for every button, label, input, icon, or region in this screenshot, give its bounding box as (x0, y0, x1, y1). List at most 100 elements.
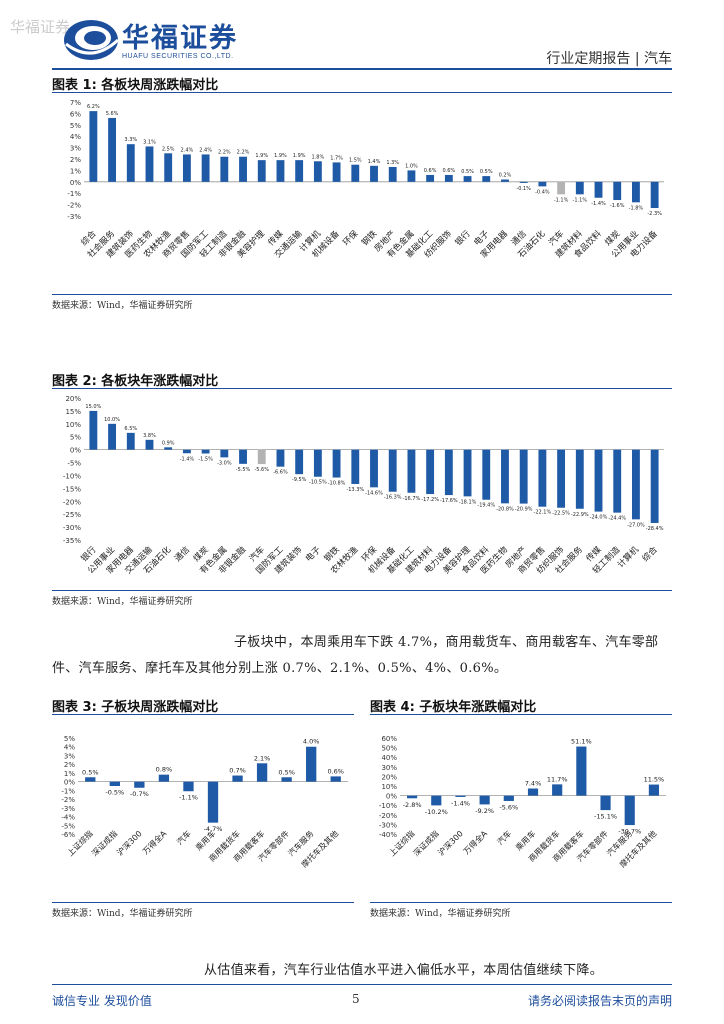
data-label: 0.9% (162, 440, 175, 446)
y-tick-label: 3% (64, 752, 75, 760)
y-tick-label: -6% (61, 831, 75, 839)
data-label: 51.1% (571, 738, 592, 746)
bar (455, 795, 466, 797)
bar (407, 795, 418, 799)
data-label: -4.7% (204, 825, 223, 833)
y-tick-label: 0% (386, 793, 397, 801)
bar (501, 449, 509, 504)
data-label: -0.5% (105, 789, 124, 797)
y-tick-label: -25% (63, 511, 81, 519)
bar (444, 174, 453, 182)
y-tick-label: 40% (381, 754, 397, 762)
data-label: -18.1% (459, 499, 477, 505)
bar (256, 763, 268, 782)
fig1-source: 数据来源：Wind，华福证券研究所 (52, 301, 193, 311)
fig3-source: 数据来源：Wind，华福证券研究所 (52, 909, 193, 919)
bar (575, 181, 584, 195)
fig2-source: 数据来源：Wind，华福证券研究所 (52, 597, 193, 607)
fig3-title: 图表 3: 子板块周涨跌幅对比 (52, 700, 219, 715)
bar (89, 410, 98, 450)
y-tick-label: 30% (381, 764, 397, 772)
data-label: 2.2% (237, 150, 250, 156)
bar (632, 449, 640, 520)
y-tick-label: 5% (64, 735, 75, 743)
y-tick-label: 10% (65, 421, 81, 429)
y-tick-label: -4% (61, 814, 75, 822)
fig1-bottom-rule (52, 294, 672, 295)
category-label: 环保 (341, 228, 361, 248)
footer-disclaimer: 请务必阅读报告末页的声明 (527, 994, 672, 1008)
bar (538, 449, 547, 507)
category-label: 汽车 (174, 828, 192, 846)
bar (239, 449, 247, 464)
fig2-bottom-rule (52, 590, 672, 591)
bar (370, 165, 378, 182)
data-label: 0.6% (327, 767, 344, 775)
bar (519, 449, 528, 504)
y-tick-label: 4% (64, 744, 75, 752)
y-tick-label: 0% (70, 447, 81, 455)
bar (370, 449, 378, 488)
company-name-en: HUAFU SECURITIES CO.,LTD. (122, 53, 234, 60)
y-tick-label: 60% (381, 735, 397, 743)
bar (182, 449, 191, 454)
bar (201, 449, 210, 454)
y-tick-label: -20% (63, 498, 81, 506)
category-label: 汽车 (495, 828, 513, 846)
bar (632, 181, 640, 203)
data-label: 1.0% (405, 163, 418, 169)
bar (557, 181, 566, 195)
y-tick-label: 20% (65, 395, 81, 403)
data-label: -6.6% (273, 470, 288, 476)
fig4-title: 图表 4: 子板块年涨跌幅对比 (370, 700, 537, 715)
bar (239, 156, 247, 182)
fig3-chart: 5%4%3%2%1%0%-1%-2%-3%-4%-5%-6%0.5%上证综指-0… (61, 735, 348, 869)
data-label: 0.7% (229, 767, 246, 775)
y-tick-label: -10% (63, 472, 81, 480)
data-label: -20.9% (515, 507, 533, 513)
fig3-bottom-rule (52, 902, 354, 903)
data-label: -5.6% (499, 803, 518, 811)
bar (482, 176, 491, 182)
data-label: -9.2% (475, 807, 494, 815)
y-tick-label: -30% (379, 821, 397, 829)
fig4-chart: 60% 50%40% 30%20% 10% 0%-10% -20%-30% -40% -2.8… (379, 735, 666, 869)
data-label: 0.6% (424, 168, 437, 174)
data-label: 0.5% (480, 169, 493, 175)
category-label: 通信 (172, 544, 192, 564)
data-label: -20.8% (496, 506, 514, 512)
bar (164, 153, 173, 182)
y-tick-label: 2% (64, 761, 75, 769)
data-label: -9.5% (292, 477, 307, 483)
bar (594, 449, 603, 512)
data-label: 15.0% (85, 404, 101, 410)
bar (257, 449, 266, 465)
y-tick-label: 0% (70, 179, 81, 187)
y-tick-label: -5% (61, 822, 75, 830)
y-tick-label: -20% (379, 812, 397, 820)
data-label: 1.9% (274, 153, 287, 159)
bar (501, 179, 509, 182)
bar (600, 795, 611, 811)
bar (444, 449, 453, 496)
data-label: 1.7% (330, 155, 343, 161)
bar (330, 776, 341, 782)
fig1-top-rule (52, 92, 672, 93)
bar (538, 181, 547, 187)
data-label: -1.1% (179, 794, 198, 802)
data-label: 0.6% (442, 168, 455, 174)
data-label: 0.2% (499, 173, 512, 179)
data-label: -1.1% (573, 197, 588, 203)
fig2-title: 图表 2: 各板块年涨跌幅对比 (52, 374, 219, 389)
y-tick-label: 10% (381, 783, 397, 791)
data-label: 6.2% (87, 104, 100, 110)
bar (134, 781, 145, 788)
data-label: 0.5% (461, 169, 474, 175)
bar (407, 449, 416, 493)
y-tick-label: -40% (379, 831, 397, 839)
bar (594, 181, 603, 198)
category-label: 沪深300 (115, 828, 144, 857)
data-label: -10.8% (328, 481, 346, 487)
data-label: -17.2% (421, 497, 439, 503)
bar (426, 449, 435, 495)
